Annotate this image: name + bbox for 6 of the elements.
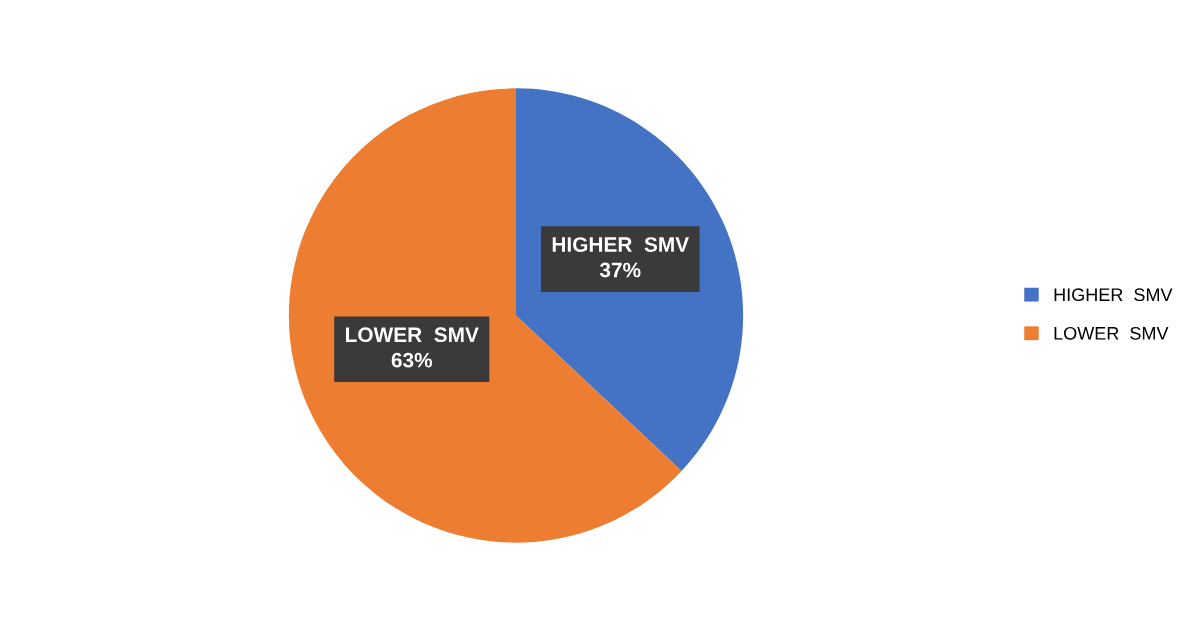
legend-label: LOWER SMV: [1054, 326, 1169, 340]
data-label: 63%: [391, 352, 433, 368]
slice-label: LOWER SMV: [346, 327, 479, 343]
legend-label: HIGHER SMV: [1054, 288, 1173, 302]
data-label: 37%: [599, 262, 641, 278]
slice-label: HIGHER SMV: [552, 237, 689, 252]
